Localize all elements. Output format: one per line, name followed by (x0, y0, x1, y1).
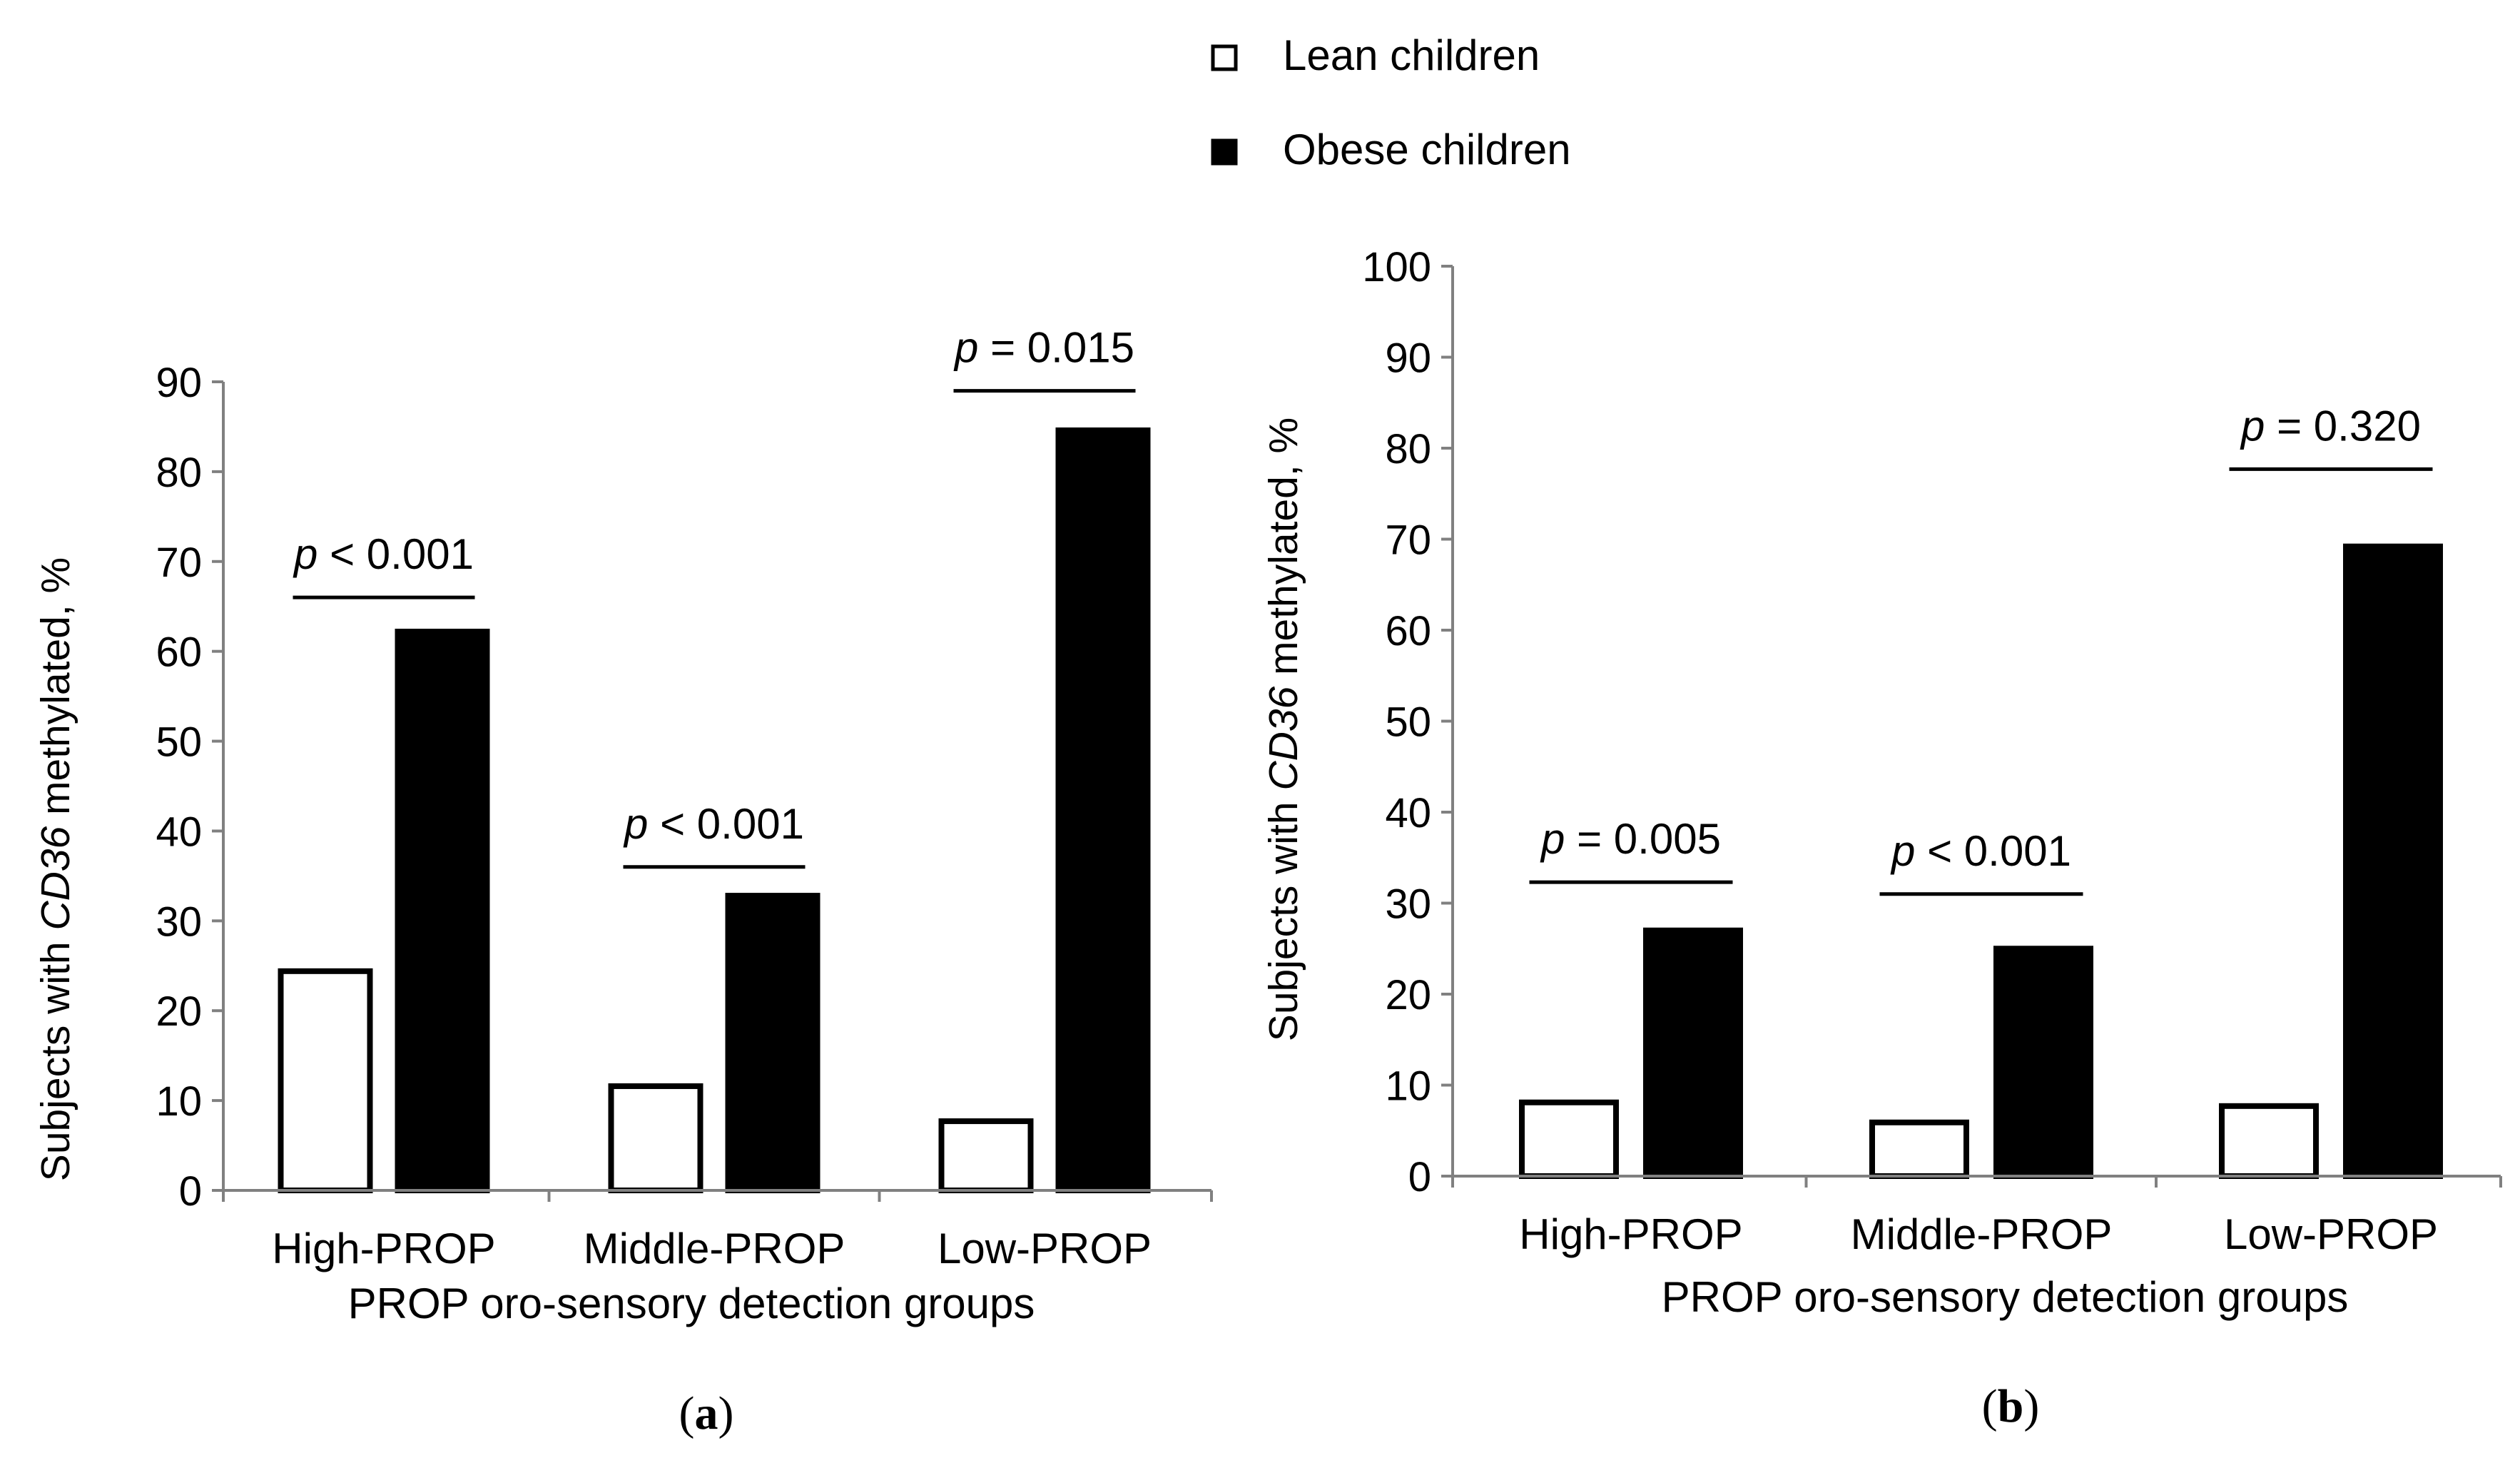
y-tick-label: 60 (156, 629, 202, 676)
p-value-label: p < 0.001 (623, 800, 804, 848)
y-tick-label: 50 (156, 719, 202, 766)
bar-lean-low-prop (2219, 1103, 2319, 1179)
bar-lean-high-prop (278, 968, 373, 1193)
x-tick-label: High-PROP (1519, 1210, 1742, 1258)
x-axis-categories-b: High-PROP Middle-PROP Low-PROP (1519, 1210, 2438, 1258)
bar-lean-high-prop (1519, 1099, 1619, 1179)
x-tick-label: High-PROP (272, 1225, 495, 1272)
y-tick-label: 80 (156, 450, 202, 496)
y-tick-label: 20 (156, 988, 202, 1035)
y-tick-label: 90 (156, 360, 202, 406)
x-tick-label: Low-PROP (938, 1225, 1152, 1272)
p-value-label: p < 0.001 (293, 530, 474, 578)
bar-obese-high-prop (395, 628, 490, 1193)
bar-lean-low-prop (938, 1118, 1034, 1193)
y-axis-title-a: Subjects with CD36 methylated, % (33, 557, 78, 1181)
legend: Lean children Obese children (1211, 31, 1571, 173)
y-tick-label: 70 (156, 540, 202, 586)
p-value-label: p = 0.320 (2240, 402, 2421, 450)
axes-a (222, 382, 1213, 1202)
y-tick-label: 90 (1385, 335, 1431, 382)
y-tick-label: 0 (179, 1168, 202, 1215)
y-tick-label: 60 (1385, 608, 1431, 654)
p-value-label: p < 0.001 (1890, 827, 2071, 875)
p-value-label: p = 0.005 (1540, 815, 1721, 863)
bar-obese-high-prop (1643, 927, 1743, 1179)
y-axis-ticks-b: 0 10 20 30 40 50 60 70 80 90 100 (1362, 244, 1453, 1200)
y-axis-ticks-a: 0 10 20 30 40 50 60 70 80 90 (156, 360, 223, 1215)
y-tick-label: 30 (156, 898, 202, 945)
y-tick-label: 40 (1385, 790, 1431, 836)
bar-lean-middle-prop (1869, 1119, 1969, 1180)
bar-obese-middle-prop (1993, 946, 2093, 1179)
legend-lean-label: Lean children (1283, 31, 1540, 79)
legend-obese-swatch (1211, 138, 1238, 166)
axes-b (1451, 266, 2502, 1188)
legend-lean-swatch (1211, 44, 1238, 71)
bars-b (1519, 543, 2443, 1180)
panel-label-a: (a) (679, 1387, 734, 1439)
bar-obese-middle-prop (725, 893, 820, 1194)
y-tick-label: 30 (1385, 881, 1431, 928)
p-value-annotations-a: p < 0.001 p < 0.001 p = 0.015 (293, 324, 1136, 869)
x-axis-categories-a: High-PROP Middle-PROP Low-PROP (272, 1225, 1152, 1272)
y-tick-label: 40 (156, 809, 202, 855)
legend-obese-label: Obese children (1283, 126, 1571, 173)
y-axis-title-b: Subjects with CD36 methylated, % (1261, 417, 1306, 1041)
x-axis-title-b: PROP oro-sensory detection groups (1662, 1273, 2349, 1321)
bar-obese-low-prop (2343, 543, 2443, 1179)
x-tick-label: Low-PROP (2224, 1210, 2438, 1258)
x-tick-label: Middle-PROP (1851, 1210, 2113, 1258)
p-value-label: p = 0.015 (953, 324, 1134, 372)
bar-lean-middle-prop (608, 1083, 703, 1193)
p-value-annotations-b: p = 0.005 p < 0.001 p = 0.320 (1529, 402, 2433, 896)
y-tick-label: 50 (1385, 699, 1431, 746)
y-tick-label: 100 (1362, 244, 1431, 290)
x-tick-label: Middle-PROP (584, 1225, 845, 1272)
panel-label-b: (b) (1982, 1380, 2040, 1432)
y-tick-label: 80 (1385, 426, 1431, 472)
x-axis-title-a: PROP oro-sensory detection groups (348, 1280, 1035, 1327)
y-tick-label: 0 (1408, 1154, 1431, 1200)
chart-panel-b: 0 10 20 30 40 50 60 70 80 90 100 p = 0.005 p < 0.00… (1261, 244, 2502, 1432)
bar-obese-low-prop (1055, 427, 1151, 1193)
y-tick-label: 10 (156, 1078, 202, 1125)
y-tick-label: 70 (1385, 517, 1431, 564)
y-tick-label: 10 (1385, 1063, 1431, 1110)
y-tick-label: 20 (1385, 972, 1431, 1018)
